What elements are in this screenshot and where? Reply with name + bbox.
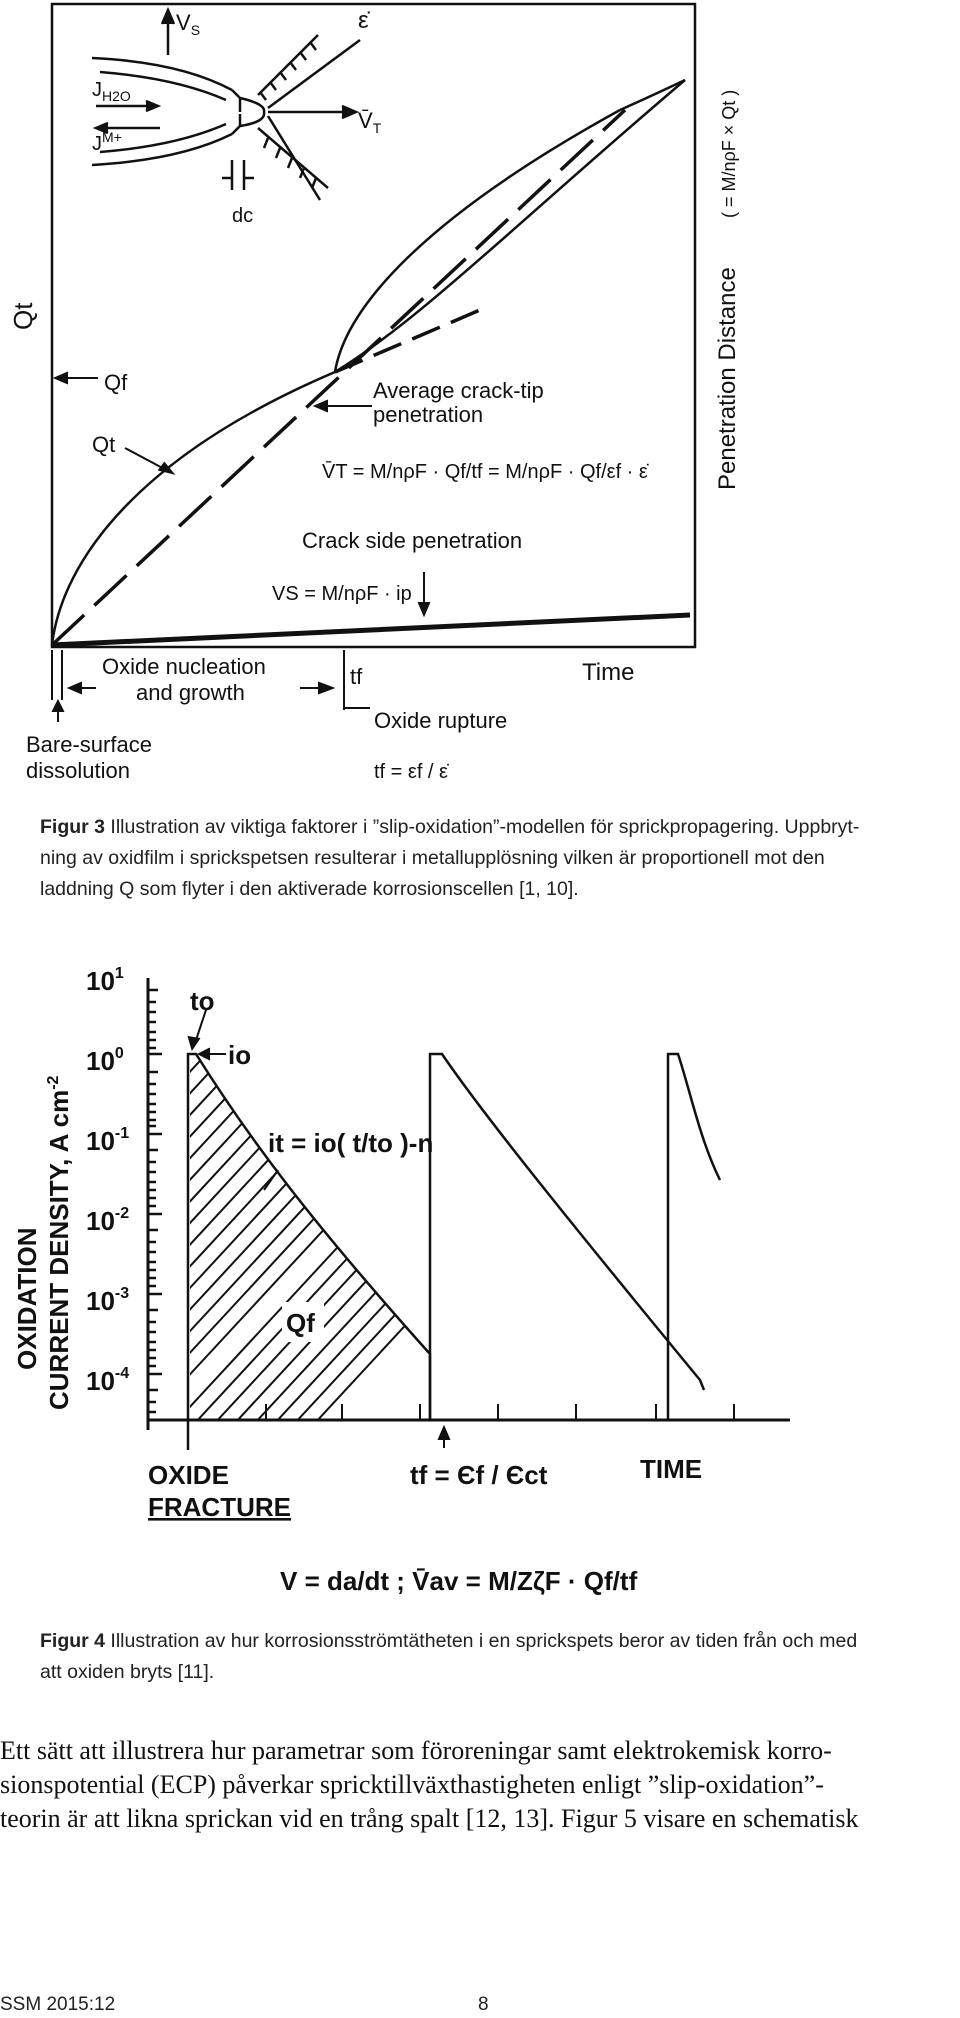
oxide-rupture-label: Oxide rupture (374, 708, 507, 733)
it-formula: it = io( t/to )-n (268, 1128, 433, 1158)
time-label: Time (582, 659, 634, 686)
fig4-tick-6: 10-4 (86, 1365, 129, 1396)
caption-4-label: Figur 4 (40, 1630, 106, 1652)
fig4-tick-1: 101 (86, 965, 124, 996)
fig4-time-label: TIME (640, 1454, 702, 1484)
caption-4-line-2: att oxiden bryts [11]. (40, 1661, 215, 1683)
figure-3: VS ε̇ V̄T JH2O JM+ dc Qt Penetration Dis… (8, 2, 741, 783)
qt-curve-label: Qt (92, 432, 115, 457)
avg-crack-tip-line1: Average crack-tip (373, 378, 544, 403)
fig4-tick-2: 100 (86, 1045, 124, 1076)
fig4-tick-5: 10-3 (86, 1285, 129, 1316)
footer-report-id: SSM 2015:12 (0, 1994, 116, 2015)
caption-3-line-1: Figur 3 Illustration av viktiga faktorer… (40, 816, 860, 838)
t0-label: to (190, 986, 215, 1016)
avg-crack-tip-line2: penetration (373, 402, 483, 427)
footer-page-number: 8 (478, 1994, 489, 2015)
bare-surface-line1: Bare-surface (26, 732, 152, 757)
i0-label: io (228, 1040, 251, 1070)
body-line-2: sionspotential (ECP) påverkar spricktill… (0, 1770, 824, 1799)
bare-surface-line2: dissolution (26, 758, 130, 783)
figure-3-frame (50, 2, 697, 649)
jh2o-label: JH2O (92, 79, 131, 104)
velocity-formula: V = da/dt ; V̄av = M/ZζF · Qf/tf (280, 1566, 638, 1596)
caption-3-line-2: ning av oxidfilm i sprickspetsen resulte… (40, 847, 825, 869)
figure-3-caption: Figur 3 Illustration av viktiga faktorer… (40, 812, 920, 905)
tf-formula-fig4: tf = Єf / Єct (410, 1460, 548, 1490)
vs-label: VS (176, 10, 200, 38)
caption-4-line-1: Figur 4 Illustration av hur korrosionsst… (40, 1630, 858, 1652)
crack-sketch (91, 6, 361, 201)
caption-3-line-3: laddning Q som flyter i den aktiverade k… (40, 878, 579, 900)
fig4-ylabel-line1: OXIDATION (12, 1227, 42, 1370)
dc-label: dc (232, 205, 253, 227)
oxide-nucleation-line2: and growth (136, 680, 245, 705)
jm-label: JM+ (92, 129, 122, 155)
vs-formula: VS = M/nρF · ip (272, 583, 412, 605)
figure-4: OXIDATION CURRENT DENSITY, A cm-2 101 10… (12, 965, 790, 1596)
body-line-1: Ett sätt att illustrera hur parametrar s… (0, 1736, 832, 1765)
caption-3-label: Figur 3 (40, 816, 106, 838)
oxide-nucleation-line1: Oxide nucleation (102, 654, 266, 679)
oxide-fracture-line2: FRACTURE (148, 1492, 291, 1522)
penetration-formula: ( = M/nρF × Qt ) (719, 90, 739, 218)
figure-4-caption: Figur 4 Illustration av hur korrosionsst… (40, 1626, 920, 1688)
qf-label: Qf (104, 370, 128, 395)
qt-axis-label: Qt (8, 302, 38, 330)
fig4-ylabel-line2: CURRENT DENSITY, A cm-2 (44, 1075, 74, 1410)
crack-side-label: Crack side penetration (302, 528, 522, 553)
oxide-fracture-line1: OXIDE (148, 1460, 229, 1490)
fig4-tick-3: 10-1 (86, 1125, 129, 1156)
tf-formula: tf = εf / ε̇ (374, 761, 449, 783)
body-line-3: teorin är att likna sprickan vid en trån… (0, 1804, 859, 1833)
vt-formula: V̄T = M/nρF · Qf/tf = M/nρF · Qf/εf · ε̇ (322, 460, 649, 483)
qf-label-fig4: Qf (286, 1308, 315, 1338)
qf-label-bg (282, 1302, 324, 1342)
body-paragraph: Ett sätt att illustrera hur parametrar s… (0, 1734, 960, 1836)
tf-label: tf (350, 664, 363, 689)
figure-3-curves (50, 78, 691, 722)
vt-label: V̄T (358, 108, 382, 136)
eps-dot-label: ε̇ (358, 7, 371, 34)
fig4-tick-4: 10-2 (86, 1205, 129, 1236)
penetration-axis-label: Penetration Distance (714, 267, 741, 490)
